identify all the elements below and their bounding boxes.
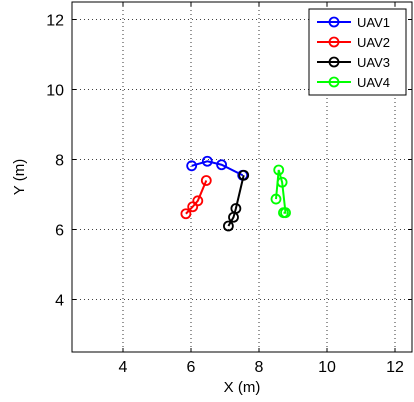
plot-area — [71, 1, 413, 353]
y-tick-label: 10 — [46, 83, 64, 100]
data-point — [278, 207, 289, 219]
data-point — [230, 203, 242, 214]
data-point — [216, 159, 228, 171]
x-axis-label: X (m) — [224, 379, 261, 396]
tick-labels: 4 6 8 10 12 4 6 8 10 12 — [46, 13, 404, 377]
legend-marker — [328, 36, 340, 48]
x-tick-label: 12 — [386, 359, 404, 376]
data-point — [238, 169, 250, 181]
y-tick-label: 4 — [55, 293, 64, 310]
legend-marker — [328, 76, 340, 88]
legend-item-uav2: UAV2 — [317, 35, 390, 50]
legend: UAV1 UAV2 UAV3 UAV4 — [308, 8, 407, 96]
grid — [72, 2, 412, 352]
x-tick-label: 8 — [255, 359, 264, 376]
series-uav2 — [180, 175, 212, 220]
y-tick-label: 12 — [46, 13, 64, 30]
data-point — [222, 220, 234, 232]
legend-label: UAV4 — [357, 75, 390, 90]
legend-item-uav3: UAV3 — [317, 55, 390, 70]
data-point — [270, 193, 282, 205]
legend-marker — [328, 56, 340, 68]
data-point — [186, 160, 198, 172]
legend-item-uav1: UAV1 — [317, 15, 390, 30]
y-tick-label: 8 — [55, 153, 64, 170]
x-tick-label: 10 — [318, 359, 336, 376]
legend-label: UAV2 — [357, 35, 390, 50]
data-point — [180, 208, 192, 220]
legend-box — [308, 8, 407, 96]
legend-label: UAV1 — [357, 15, 390, 30]
y-tick-label: 6 — [55, 223, 64, 240]
data-point — [192, 195, 204, 207]
series-uav3 — [222, 169, 250, 232]
axis-ticks — [72, 2, 412, 352]
data-point — [200, 175, 212, 186]
y-axis-label: Y (m) — [11, 159, 28, 195]
legend-item-uav4: UAV4 — [317, 75, 390, 90]
legend-marker — [328, 16, 340, 28]
data-point — [276, 176, 288, 188]
series-uav4 — [270, 164, 291, 219]
series-layer — [180, 155, 291, 232]
series-line — [191, 160, 244, 177]
x-tick-label: 6 — [187, 359, 196, 376]
legend-label: UAV3 — [357, 55, 390, 70]
data-point — [201, 155, 213, 167]
x-tick-label: 4 — [119, 359, 128, 376]
data-point — [273, 164, 285, 176]
